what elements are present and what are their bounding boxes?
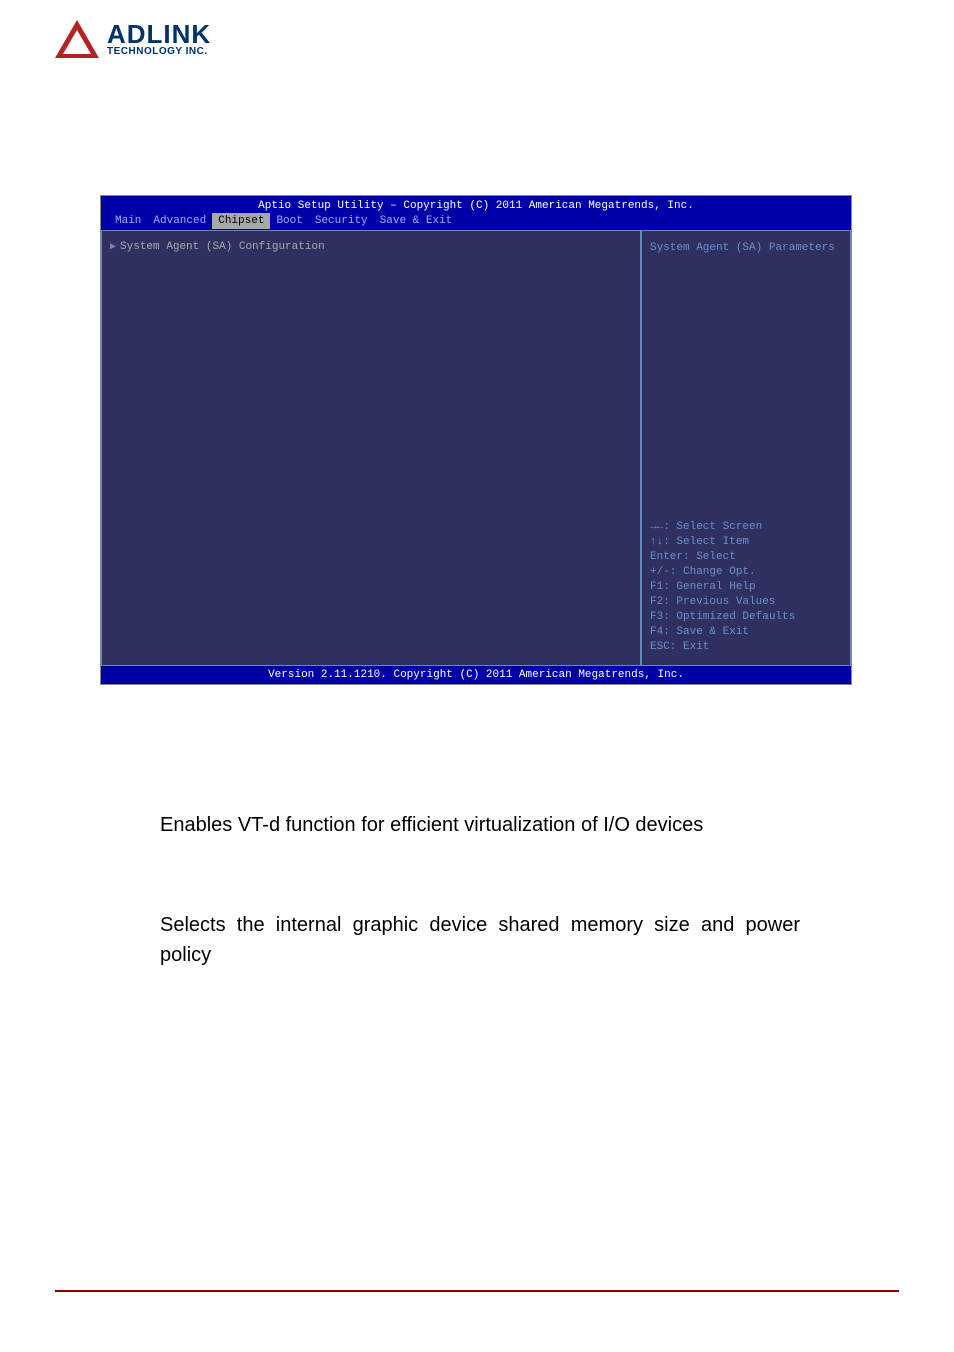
tab-save-exit[interactable]: Save & Exit xyxy=(374,213,459,229)
paragraph-graphics: Selects the internal graphic device shar… xyxy=(160,910,800,970)
bios-menu-item-sa-config[interactable]: ▶ System Agent (SA) Configuration xyxy=(110,241,632,253)
logo-sub-text: TECHNOLOGY INC. xyxy=(107,47,211,57)
help-key-line: F3: Optimized Defaults xyxy=(650,610,842,625)
bios-body: ▶ System Agent (SA) Configuration System… xyxy=(101,230,851,666)
help-key-line: F2: Previous Values xyxy=(650,595,842,610)
tab-advanced[interactable]: Advanced xyxy=(147,213,212,229)
bios-screenshot: Aptio Setup Utility – Copyright (C) 2011… xyxy=(100,195,852,685)
logo-text: ADLINK TECHNOLOGY INC. xyxy=(107,21,211,57)
footer-divider xyxy=(55,1290,899,1292)
bios-help-keys: →←: Select Screen ↑↓: Select Item Enter:… xyxy=(650,520,842,655)
bios-tabs: Main Advanced Chipset Boot Security Save… xyxy=(109,213,843,229)
bios-menu-item-label: System Agent (SA) Configuration xyxy=(120,241,325,253)
help-key-line: +/-: Change Opt. xyxy=(650,565,842,580)
chevron-right-icon: ▶ xyxy=(110,241,116,253)
logo-triangle-icon xyxy=(55,20,99,58)
help-key-line: F1: General Help xyxy=(650,580,842,595)
bios-title: Aptio Setup Utility – Copyright (C) 2011… xyxy=(109,199,843,213)
bios-header: Aptio Setup Utility – Copyright (C) 2011… xyxy=(101,196,851,230)
help-key-line: Enter: Select xyxy=(650,550,842,565)
help-key-line: F4: Save & Exit xyxy=(650,625,842,640)
bios-help-description: System Agent (SA) Parameters xyxy=(650,241,842,256)
tab-security[interactable]: Security xyxy=(309,213,374,229)
logo-main-text: ADLINK xyxy=(107,21,211,47)
logo: ADLINK TECHNOLOGY INC. xyxy=(55,20,211,58)
tab-chipset[interactable]: Chipset xyxy=(212,213,270,229)
help-key-line: ESC: Exit xyxy=(650,640,842,655)
paragraph-vtd: Enables VT-d function for efficient virt… xyxy=(160,810,800,840)
bios-footer: Version 2.11.1210. Copyright (C) 2011 Am… xyxy=(101,666,851,684)
bios-left-panel: ▶ System Agent (SA) Configuration xyxy=(101,230,641,666)
help-key-line: →←: Select Screen xyxy=(650,520,842,535)
bios-right-panel: System Agent (SA) Parameters →←: Select … xyxy=(641,230,851,666)
tab-main[interactable]: Main xyxy=(109,213,147,229)
help-key-line: ↑↓: Select Item xyxy=(650,535,842,550)
tab-boot[interactable]: Boot xyxy=(270,213,308,229)
